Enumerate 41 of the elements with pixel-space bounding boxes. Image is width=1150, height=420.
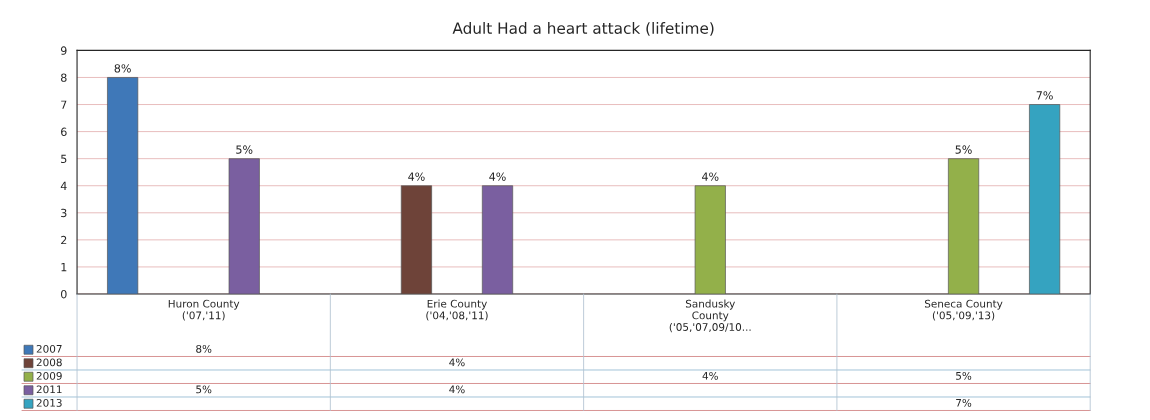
y-tick-label: 5: [61, 154, 67, 164]
y-tick-label: 2: [61, 235, 67, 245]
x-tick-label: Sandusky County ('05,'07,09/10...: [669, 299, 751, 333]
data-label: 7%: [1036, 91, 1053, 100]
data-label: 4%: [408, 172, 425, 181]
legend-label: 2007: [36, 344, 62, 353]
y-tick-label: 7: [61, 100, 67, 109]
bar: [481, 185, 514, 294]
chart-title: Adult Had a heart attack (lifetime): [452, 22, 714, 36]
y-tick-label: 1: [61, 263, 67, 272]
y-tick-label: 9: [60, 46, 67, 55]
y-tick-label: 3: [61, 208, 67, 218]
text: 5%: [236, 145, 253, 154]
data-label: 4%: [702, 371, 718, 380]
y-tick-label: 4: [60, 181, 67, 190]
text: 4%: [449, 358, 465, 367]
bar: [400, 185, 432, 294]
data-label: 5%: [956, 371, 972, 380]
bar: [107, 77, 139, 294]
x-tick-label: Seneca County ('05,'09,'13): [924, 299, 1003, 321]
data-label: 8%: [114, 64, 131, 73]
bar: [694, 185, 726, 294]
text: 5%: [955, 145, 972, 154]
bar: [228, 158, 260, 294]
y-tick-label: 0: [60, 289, 67, 299]
bar: [948, 158, 980, 294]
legend-label: 2008: [36, 358, 62, 367]
data-label: 5%: [196, 385, 212, 394]
y-tick-label: 8: [61, 73, 67, 82]
x-tick-label: Erie County ('04,'08,'11): [426, 299, 488, 321]
legend-label: 2011: [36, 385, 62, 394]
bar: [1029, 104, 1061, 294]
text: 4%: [489, 172, 506, 181]
x-tick-label: Huron County ('07,'11): [168, 299, 240, 321]
text: 4%: [702, 172, 719, 181]
text: 7%: [956, 398, 972, 407]
legend-label: 2013: [36, 398, 62, 407]
data-label: 4%: [449, 385, 465, 394]
legend-label: 2009: [36, 371, 62, 380]
text: 8%: [196, 344, 212, 353]
y-tick-label: 6: [61, 127, 67, 136]
